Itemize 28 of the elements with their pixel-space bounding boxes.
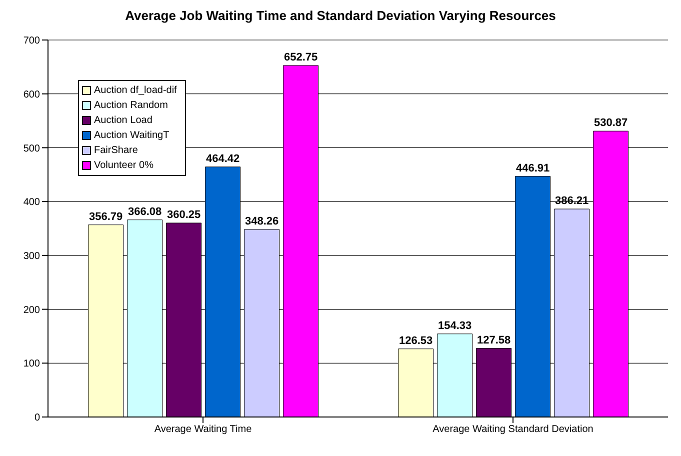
legend-label: Auction Load <box>94 114 152 128</box>
data-label: 154.33 <box>438 320 472 332</box>
x-tick-label: Average Waiting Time <box>154 424 252 436</box>
y-tick-label: 700 <box>23 36 40 47</box>
data-label: 366.08 <box>128 206 162 218</box>
legend-label: Volunteer 0% <box>94 159 154 173</box>
data-label: 126.53 <box>398 334 433 347</box>
y-tick-label: 200 <box>23 304 40 316</box>
data-label: 356.79 <box>88 210 123 223</box>
data-label: 360.25 <box>166 208 201 221</box>
data-label: 446.91 <box>516 162 550 174</box>
data-label: 652.75 <box>284 51 318 64</box>
data-label: 530.87 <box>594 117 628 130</box>
data-label: 464.42 <box>206 152 240 165</box>
y-tick-label: 500 <box>23 143 40 154</box>
legend-label: Auction WaitingT <box>94 129 170 143</box>
y-tick-label: 100 <box>23 358 40 370</box>
x-tick-label: Average Waiting Standard Deviation <box>432 424 594 436</box>
y-tick-label: 600 <box>23 89 40 100</box>
y-tick-label: 400 <box>23 197 40 208</box>
data-label: 127.58 <box>476 334 511 346</box>
y-tick-label: 300 <box>23 250 40 262</box>
legend-label: FairShare <box>94 144 138 158</box>
legend-label: Auction df_load-dif <box>94 84 177 98</box>
y-tick-label: 0 <box>34 412 40 424</box>
data-label: 348.26 <box>244 215 279 228</box>
chart-title: Average Job Waiting Time and Standard Deviation Varying Resources <box>124 8 557 25</box>
legend-label: Auction Random <box>94 99 168 113</box>
